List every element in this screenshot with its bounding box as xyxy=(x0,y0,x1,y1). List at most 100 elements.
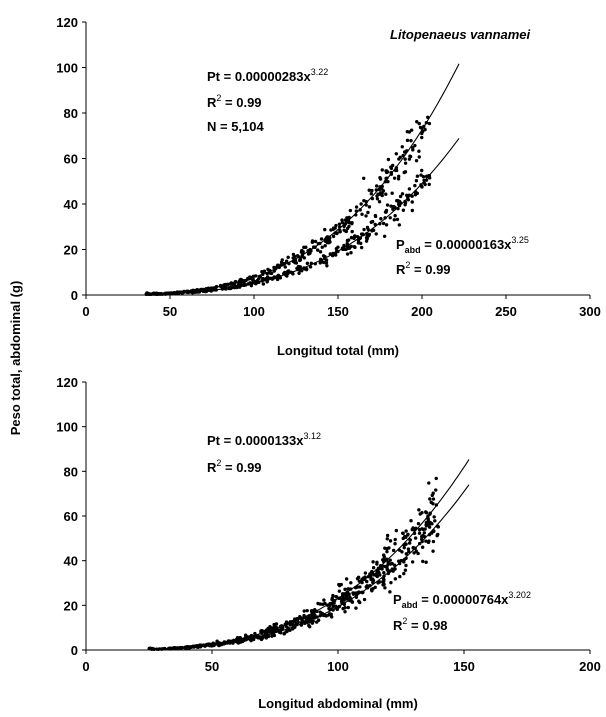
top-data-point-pt xyxy=(344,229,348,233)
bottom-data-point-pabd xyxy=(381,583,385,587)
top-data-point-pt xyxy=(337,222,342,226)
bottom-data-point-pabd xyxy=(404,563,408,568)
top-data-point-pt xyxy=(403,157,407,161)
top-data-point-pt xyxy=(380,193,384,198)
bottom-data-point-pabd xyxy=(327,606,331,611)
bottom-data-point-pabd xyxy=(431,549,435,553)
bottom-data-point-pt xyxy=(403,568,408,572)
bottom-data-point-pabd xyxy=(311,619,315,623)
bottom-data-point-pabd xyxy=(376,581,380,585)
top-points xyxy=(144,115,432,297)
bottom-data-point-pt xyxy=(365,579,369,584)
top-data-point-pt xyxy=(291,252,296,257)
top-data-point-pt xyxy=(408,154,413,159)
bottom-data-point-pabd xyxy=(423,527,427,531)
bottom-data-point-pabd xyxy=(291,627,295,631)
top-data-point-pt xyxy=(380,187,384,191)
top-data-point-pabd xyxy=(410,200,414,204)
top-data-point-pt xyxy=(348,208,353,213)
bottom-data-point-pabd xyxy=(376,569,380,574)
bottom-data-point-pabd xyxy=(347,593,351,597)
bottom-x-tick-label: 150 xyxy=(453,659,475,674)
bottom-data-point-pabd xyxy=(410,560,415,564)
bottom-data-point-pabd xyxy=(329,612,333,616)
top-data-point-pabd xyxy=(427,176,432,180)
top-data-point-pabd xyxy=(321,260,326,265)
top-data-point-pt xyxy=(400,145,404,149)
top-fit-curves xyxy=(144,63,460,296)
bottom-data-point-pabd xyxy=(422,531,427,535)
bottom-x-tick-label: 50 xyxy=(205,659,219,674)
top-data-point-pt xyxy=(417,149,421,153)
top-data-point-pabd xyxy=(352,236,356,241)
top-data-point-pt xyxy=(279,260,284,264)
bottom-y-tick-label: 0 xyxy=(71,643,78,658)
bottom-data-point-pt xyxy=(371,560,375,564)
bottom-data-point-pabd xyxy=(427,539,431,543)
top-data-point-pt xyxy=(284,259,289,263)
top-data-point-pabd xyxy=(420,168,424,173)
top-data-point-pabd xyxy=(349,251,353,255)
top-data-point-pabd xyxy=(410,208,415,213)
bottom-data-point-pabd xyxy=(431,502,435,506)
bottom-data-point-pabd xyxy=(374,573,379,578)
bottom-data-point-pt xyxy=(401,531,405,536)
bottom-data-point-pt xyxy=(331,604,336,609)
top-x-tick-label: 200 xyxy=(411,304,433,319)
top-species-label: Litopenaeus vannamei xyxy=(390,27,531,42)
bottom-data-point-pabd xyxy=(421,559,425,564)
bottom-data-point-pt xyxy=(404,529,408,533)
bottom-data-point-pt xyxy=(406,547,411,551)
bottom-eq-pt: Pt = 0.0000133x3.12 xyxy=(207,431,321,448)
bottom-data-point-pt xyxy=(313,607,317,612)
bottom-data-point-pabd xyxy=(424,539,428,543)
bottom-data-point-pt xyxy=(382,553,386,557)
bottom-data-point-pabd xyxy=(304,617,309,622)
bottom-data-point-pt xyxy=(385,549,389,554)
top-data-point-pabd xyxy=(365,237,369,241)
top-data-point-pt xyxy=(366,210,370,215)
top-data-point-pt xyxy=(370,188,374,193)
bottom-y-tick-label: 40 xyxy=(64,554,78,569)
bottom-data-point-pt xyxy=(432,515,436,519)
top-x-tick-label: 300 xyxy=(579,304,601,319)
top-x-tick-label: 50 xyxy=(163,304,177,319)
bottom-data-point-pt xyxy=(408,538,412,542)
bottom-data-point-pabd xyxy=(381,580,385,584)
chart-top: 0 20 40 60 80 100 120 0 50 100 150 200 250 300 Litop… xyxy=(56,15,601,358)
top-data-point-pabd xyxy=(353,245,357,250)
bottom-x-tick-label: 0 xyxy=(82,659,89,674)
bottom-fit-curve-pt xyxy=(148,459,470,650)
top-data-point-pabd xyxy=(391,204,396,209)
bottom-data-point-pt xyxy=(385,533,390,538)
bottom-data-point-pt xyxy=(385,537,389,541)
bottom-data-point-pt xyxy=(323,601,327,606)
top-data-point-pt xyxy=(407,130,412,134)
bottom-data-point-pt xyxy=(343,587,347,592)
top-data-point-pt xyxy=(272,265,276,270)
bottom-eq-pt-r2: R2 = 0.99 xyxy=(207,458,262,475)
top-data-point-pt xyxy=(333,226,337,230)
bottom-data-point-pabd xyxy=(420,533,425,538)
top-data-point-pabd xyxy=(388,216,392,220)
top-data-point-pt xyxy=(350,221,354,226)
bottom-data-point-pt xyxy=(428,497,432,501)
bottom-data-point-pt xyxy=(316,601,320,606)
top-data-point-pabd xyxy=(397,199,402,204)
top-data-point-pt xyxy=(338,228,342,233)
bottom-x-tick-label: 200 xyxy=(579,659,601,674)
bottom-y-tick-label: 80 xyxy=(64,464,78,479)
top-eq-pabd: Pabd = 0.00000163x3.25 xyxy=(396,235,529,255)
top-data-point-pabd xyxy=(393,214,397,218)
bottom-data-point-pt xyxy=(417,508,421,512)
top-x-tick-label: 0 xyxy=(82,304,89,319)
top-data-point-pabd xyxy=(414,179,419,183)
top-data-point-pabd xyxy=(362,227,366,232)
top-data-point-pt xyxy=(340,218,344,222)
bottom-x-tick-label: 100 xyxy=(327,659,349,674)
bottom-data-point-pabd xyxy=(391,548,396,553)
chart-bottom: 0 20 40 60 80 100 120 0 50 100 150 200 Pt = 0.0000… xyxy=(56,375,601,711)
top-x-ticks: 0 50 100 150 200 250 300 xyxy=(82,295,601,319)
top-data-point-pt xyxy=(350,229,354,234)
bottom-data-point-pt xyxy=(427,525,432,529)
